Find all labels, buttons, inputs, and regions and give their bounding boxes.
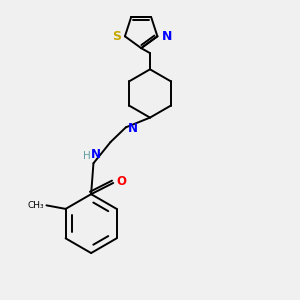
Text: N: N <box>128 122 138 135</box>
Text: S: S <box>112 30 121 43</box>
Text: CH₃: CH₃ <box>28 201 44 210</box>
Text: N: N <box>91 148 101 161</box>
Text: N: N <box>161 30 172 43</box>
Text: H: H <box>83 151 91 161</box>
Text: O: O <box>117 175 127 188</box>
